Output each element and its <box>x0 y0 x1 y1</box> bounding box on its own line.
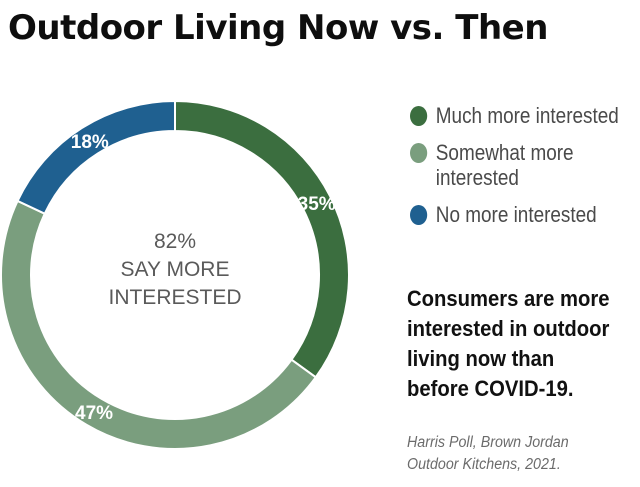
legend: Much more interested Somewhat more inter… <box>410 103 635 239</box>
source-line-2: Outdoor Kitchens, 2021. <box>407 456 561 473</box>
slice-label-much-more: 35% <box>298 194 336 215</box>
caption: Consumers are more interested in outdoor… <box>407 284 628 404</box>
legend-item-much-more: Much more interested <box>410 103 634 128</box>
donut-slice-much-more <box>174 99 350 379</box>
caption-line-3: living now than <box>407 346 555 371</box>
legend-swatch-much-more <box>410 106 428 126</box>
donut-slice-no-more <box>16 99 176 216</box>
slice-label-no-more: 18% <box>71 132 109 153</box>
source-line-1: Harris Poll, Brown Jordan <box>407 434 569 451</box>
slice-label-somewhat-more: 47% <box>75 403 113 424</box>
caption-line-1: Consumers are more <box>407 286 610 311</box>
donut-chart: 35% 47% 18% 82% SAY MORE INTERESTED <box>0 99 350 451</box>
donut-slices <box>0 99 350 451</box>
center-label-line2: SAY MORE <box>121 258 230 281</box>
center-label-percent: 82% <box>154 230 196 253</box>
source-note: Harris Poll, Brown Jordan Outdoor Kitche… <box>407 432 628 476</box>
legend-item-no-more: No more interested <box>410 202 634 227</box>
legend-label-somewhat-more-line2: interested <box>435 165 519 190</box>
legend-label-much-more: Much more interested <box>435 103 619 128</box>
chart-title: Outdoor Living Now vs. Then <box>8 8 548 48</box>
caption-line-4: before COVID-19. <box>407 376 574 401</box>
legend-swatch-no-more <box>410 205 428 225</box>
legend-swatch-somewhat-more <box>410 143 428 163</box>
legend-label-no-more: No more interested <box>435 202 597 227</box>
center-label-line3: INTERESTED <box>108 286 241 309</box>
legend-label-somewhat-more-line1: Somewhat more <box>435 140 574 165</box>
legend-item-somewhat-more: Somewhat more interested <box>410 140 634 190</box>
caption-line-2: interested in outdoor <box>407 316 610 341</box>
donut-slice-labels: 35% 47% 18% <box>71 132 336 424</box>
